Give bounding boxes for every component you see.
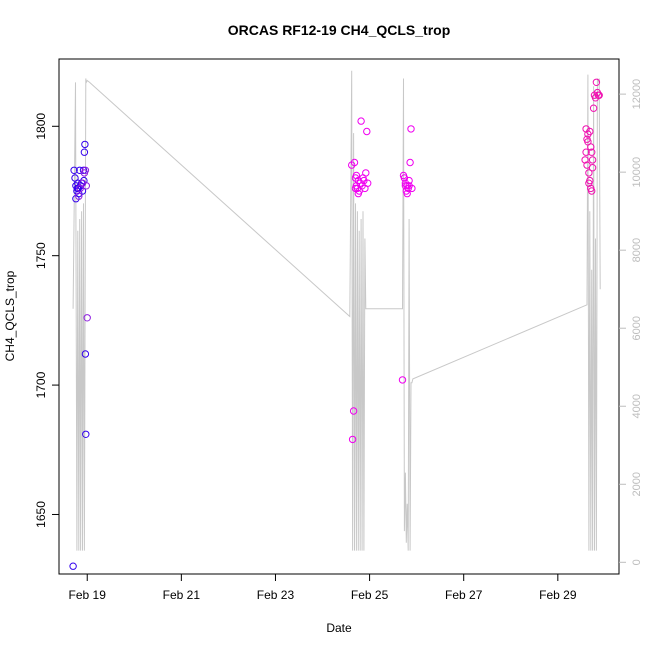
data-point — [398, 376, 407, 384]
chart-title: ORCAS RF12-19 CH4_QCLS_trop — [228, 22, 451, 38]
data-point — [581, 156, 589, 164]
y2-tick-label: 0 — [631, 559, 643, 565]
data-point — [70, 166, 78, 175]
data-point — [407, 125, 415, 133]
x-tick-label: Feb 19 — [69, 588, 107, 602]
y-tick-label: 1800 — [34, 113, 48, 140]
data-point — [586, 176, 594, 185]
data-point — [401, 182, 410, 190]
data-point — [592, 78, 601, 87]
x-tick-label: Feb 27 — [445, 588, 483, 602]
y-axis-label: CH4_QCLS_trop — [3, 270, 17, 361]
data-point — [582, 125, 590, 133]
data-point — [587, 143, 595, 151]
y-tick-label: 1700 — [34, 371, 48, 398]
data-point — [588, 156, 597, 164]
x-axis: Feb 19 Feb 21 Feb 23 Feb 25 Feb 27 Feb 29 — [69, 574, 577, 602]
data-point — [403, 189, 411, 198]
data-point — [360, 176, 368, 185]
x-tick-label: Feb 29 — [539, 588, 577, 602]
data-point — [80, 148, 89, 156]
x-tick-label: Feb 21 — [163, 588, 201, 602]
x-tick-label: Feb 25 — [351, 588, 389, 602]
data-point — [405, 176, 413, 185]
y2-tick-label: 12000 — [631, 79, 643, 110]
data-point — [69, 562, 77, 570]
y2-tick-label: 2000 — [631, 472, 643, 496]
y2-tick-label: 6000 — [631, 316, 643, 340]
data-point — [405, 182, 413, 190]
x-tick-label: Feb 23 — [257, 588, 295, 602]
y2-tick-label: 8000 — [631, 238, 643, 262]
data-point — [589, 104, 598, 112]
data-point — [350, 158, 359, 167]
data-point — [75, 189, 83, 198]
data-point — [78, 179, 87, 187]
data-point — [81, 140, 89, 149]
data-point — [588, 148, 596, 156]
y-tick-label: 1650 — [34, 501, 48, 528]
altitude-line — [72, 70, 601, 551]
data-point — [406, 158, 414, 167]
data-point — [348, 435, 357, 444]
data-point — [363, 127, 371, 136]
y2-tick-label: 10000 — [631, 157, 643, 188]
data-point — [78, 187, 87, 195]
data-point — [83, 314, 91, 322]
data-point — [595, 91, 603, 99]
data-point — [583, 135, 591, 143]
data-point — [588, 187, 596, 195]
y-axis: 1650 1700 1750 1800 — [34, 113, 59, 528]
data-point — [354, 189, 362, 198]
data-point — [584, 130, 592, 138]
data-point — [81, 350, 90, 358]
data-point — [362, 169, 370, 177]
data-point — [81, 166, 90, 175]
y2-tick-label: 4000 — [631, 394, 643, 418]
data-point — [364, 179, 372, 187]
altitude-layer — [72, 70, 601, 551]
y2-axis: 0 2000 4000 6000 8000 10000 12000 — [619, 79, 643, 565]
data-point — [582, 148, 590, 156]
data-point — [352, 171, 361, 180]
data-points — [69, 78, 603, 570]
data-point — [75, 192, 83, 200]
data-point — [82, 182, 91, 190]
data-point — [588, 164, 597, 172]
plot-frame — [58, 58, 620, 575]
y-tick-label: 1750 — [34, 242, 48, 269]
data-point — [357, 117, 365, 125]
data-point — [82, 430, 90, 438]
x-axis-label: Date — [326, 621, 352, 635]
data-point — [585, 169, 593, 177]
data-point — [349, 407, 358, 415]
